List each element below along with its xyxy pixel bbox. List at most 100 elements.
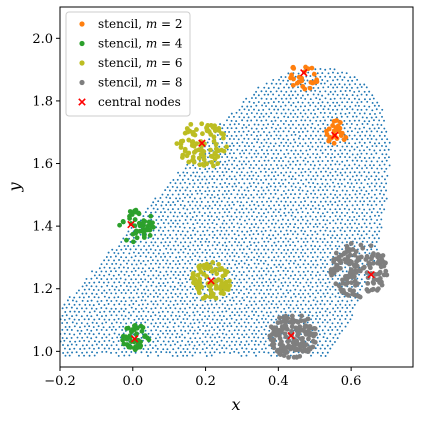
stencil-point (330, 270, 336, 276)
domain-point (178, 263, 181, 265)
domain-point (221, 347, 224, 350)
domain-point (331, 329, 334, 331)
domain-point (238, 285, 240, 288)
domain-point (322, 292, 325, 295)
domain-point (339, 193, 342, 196)
domain-point (310, 200, 313, 203)
domain-point (338, 104, 341, 107)
stencil-point (214, 271, 220, 277)
domain-point (196, 332, 199, 335)
domain-point (186, 303, 189, 306)
domain-point (237, 138, 240, 141)
domain-point (363, 171, 366, 173)
domain-point (93, 310, 96, 313)
domain-point (189, 255, 192, 258)
domain-point (319, 111, 322, 114)
domain-point (255, 318, 258, 321)
domain-point (148, 244, 150, 247)
domain-point (155, 329, 157, 332)
domain-point (289, 171, 292, 174)
domain-point (178, 211, 181, 214)
domain-point (240, 156, 243, 159)
domain-point (238, 145, 241, 147)
domain-point (360, 234, 363, 237)
domain-point (176, 288, 179, 291)
domain-point (336, 329, 339, 331)
domain-point (231, 237, 234, 240)
domain-point (167, 251, 169, 254)
domain-point (354, 193, 357, 196)
domain-point (213, 190, 216, 193)
domain-point (353, 148, 356, 151)
stencil-point (340, 277, 345, 283)
domain-point (108, 339, 111, 342)
domain-point (95, 285, 98, 288)
domain-point (353, 163, 356, 166)
domain-point (142, 310, 145, 313)
domain-point (221, 163, 224, 166)
domain-point (180, 329, 183, 332)
domain-point (118, 259, 120, 261)
domain-point (297, 293, 300, 295)
domain-point (73, 347, 76, 350)
domain-point (327, 174, 330, 177)
domain-point (263, 167, 266, 170)
domain-point (213, 219, 216, 222)
domain-point (317, 204, 320, 207)
domain-point (228, 322, 231, 325)
domain-point (307, 314, 310, 317)
domain-point (156, 347, 159, 350)
domain-point (218, 197, 221, 200)
domain-point (169, 336, 172, 339)
domain-point (372, 119, 375, 122)
domain-point (255, 119, 258, 122)
domain-point (257, 329, 260, 332)
domain-point (179, 248, 182, 251)
domain-point (334, 245, 337, 247)
domain-point (98, 267, 101, 270)
domain-point (279, 273, 282, 276)
domain-point (319, 156, 321, 159)
stencil-point (351, 262, 357, 268)
domain-points (60, 67, 391, 357)
stencil-point (208, 147, 213, 153)
domain-point (316, 153, 319, 156)
domain-point (228, 175, 231, 178)
domain-point (193, 211, 196, 214)
domain-point (184, 218, 187, 221)
domain-point (355, 212, 358, 215)
domain-point (363, 126, 366, 129)
domain-point (319, 75, 322, 78)
domain-point (165, 292, 168, 295)
domain-point (356, 123, 359, 126)
domain-point (112, 325, 115, 328)
domain-point (159, 285, 162, 287)
domain-point (322, 204, 324, 207)
domain-point (297, 226, 300, 229)
domain-point (268, 307, 271, 310)
domain-point (292, 101, 295, 104)
domain-point (231, 273, 234, 276)
domain-point (314, 178, 317, 181)
domain-point (292, 182, 295, 185)
domain-point (237, 123, 240, 125)
domain-point (294, 230, 297, 233)
domain-point (329, 193, 332, 196)
domain-point (208, 175, 211, 178)
stencil-point (219, 147, 225, 153)
domain-point (270, 149, 273, 152)
domain-point (322, 108, 325, 111)
domain-point (344, 200, 347, 203)
domain-point (235, 127, 238, 130)
domain-point (221, 171, 224, 174)
domain-point (323, 105, 326, 108)
domain-point (113, 318, 116, 321)
stencil-point (132, 217, 138, 222)
domain-point (307, 145, 310, 148)
domain-point (240, 325, 243, 328)
domain-point (363, 222, 366, 225)
domain-point (130, 321, 133, 324)
domain-point (248, 300, 251, 303)
domain-point (271, 157, 273, 159)
domain-point (181, 310, 184, 313)
